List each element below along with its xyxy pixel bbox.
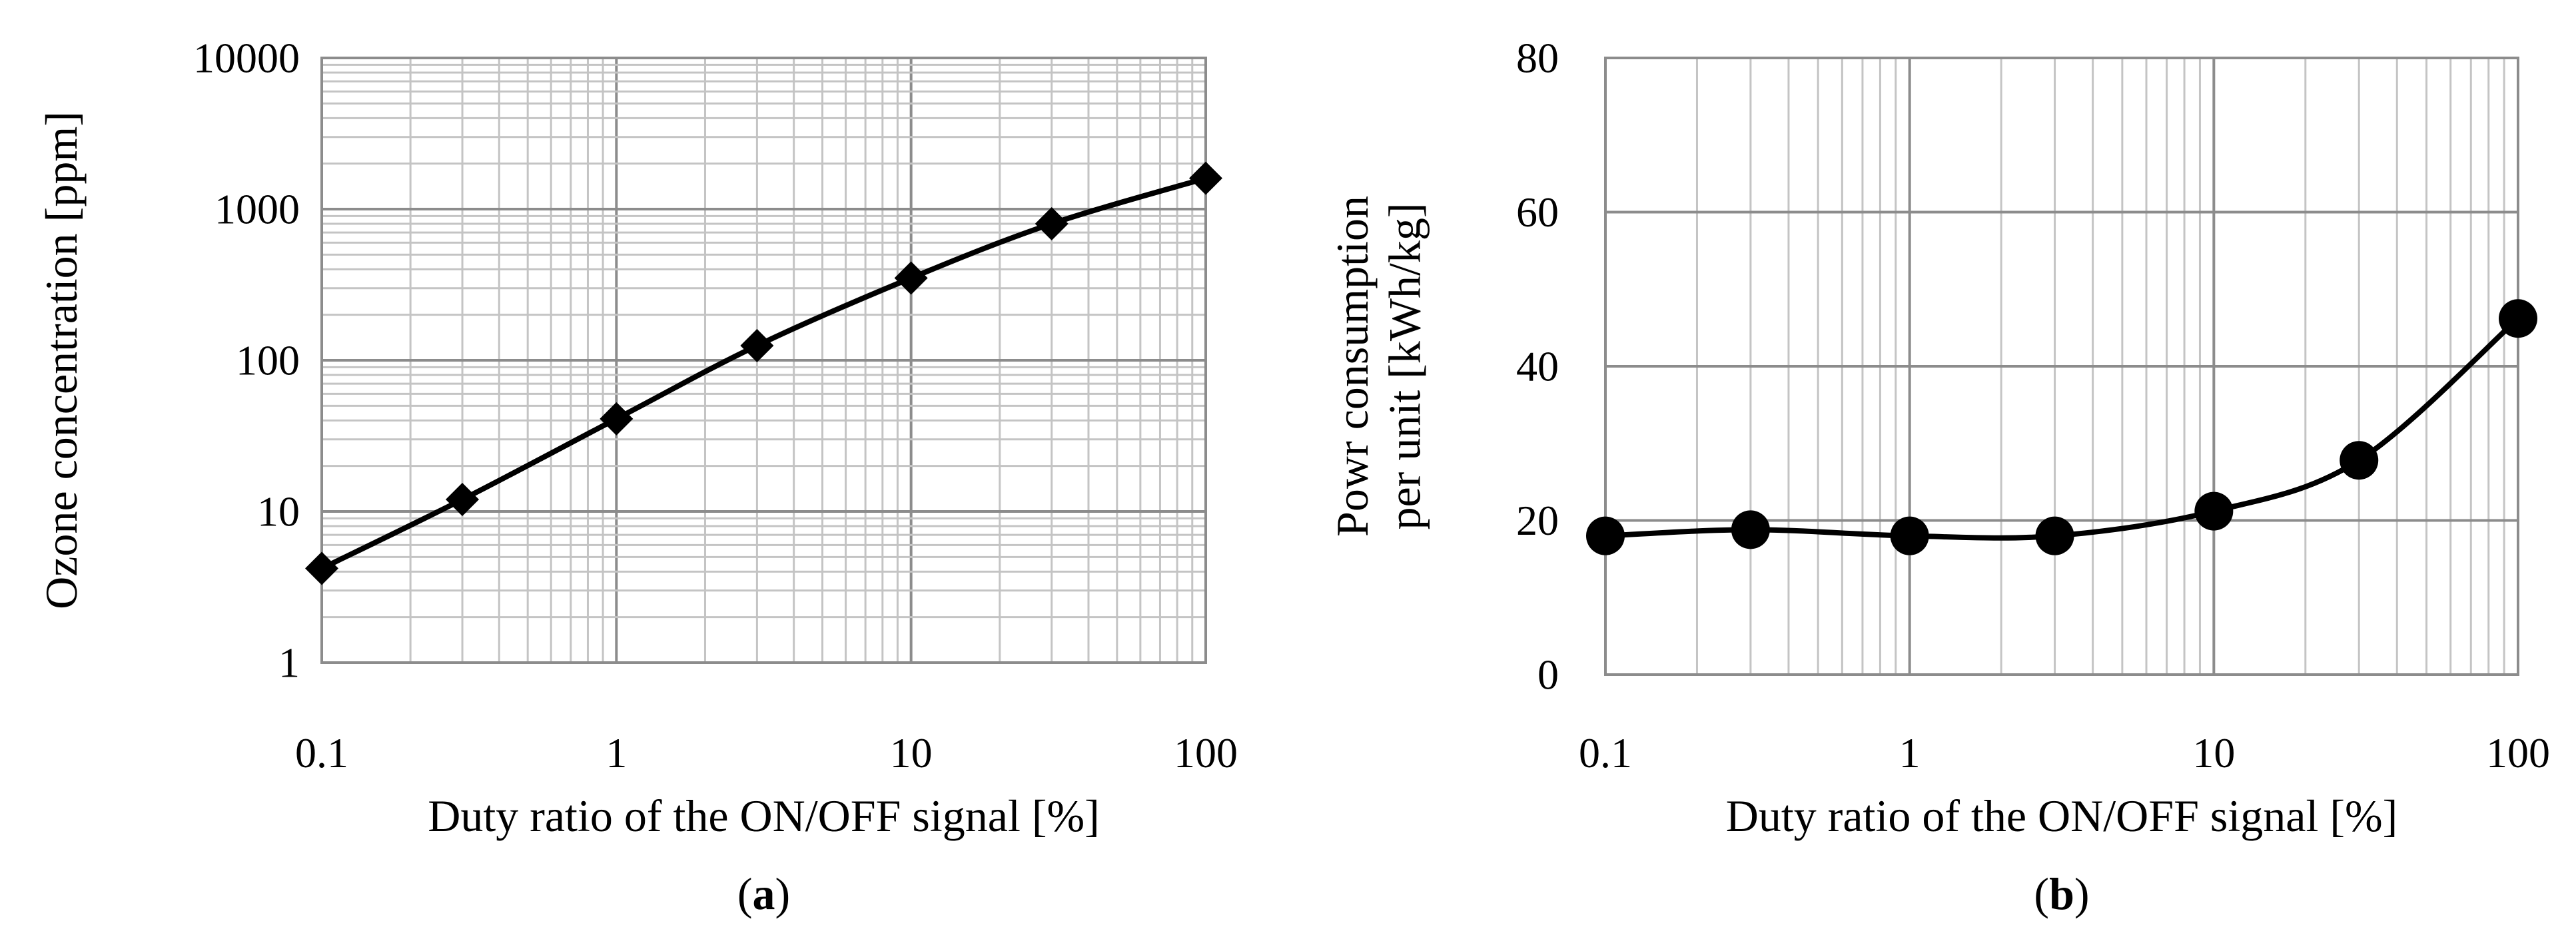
y-axis-title: Ozone concentration [ppm]: [36, 111, 87, 609]
data-point-diamond: [894, 261, 928, 295]
grid: [1604, 57, 2519, 676]
data-point-diamond: [305, 551, 338, 585]
x-tick-label: 10: [2192, 729, 2235, 777]
x-tick-label: 0.1: [295, 729, 348, 777]
panel-caption-close: ): [2074, 868, 2090, 919]
data-point-diamond: [600, 402, 634, 436]
panel-caption-open: (: [737, 868, 753, 919]
x-tick-label: 10: [890, 729, 933, 777]
panel-caption-open: (: [2034, 868, 2049, 919]
data-point-circle: [2340, 441, 2379, 480]
data-point-circle: [1586, 516, 1625, 555]
panel-caption: (b): [2034, 868, 2089, 919]
y-tick-label: 40: [1516, 343, 1559, 390]
data-point-diamond: [1035, 206, 1069, 240]
x-axis-title: Duty ratio of the ON/OFF signal [%]: [1726, 790, 2398, 841]
data-point-circle: [1731, 510, 1770, 549]
plot-frame: [320, 57, 1207, 664]
panel-caption-letter: b: [2049, 868, 2074, 919]
panel-caption-letter: a: [753, 868, 775, 919]
y-tick-label: 60: [1516, 188, 1559, 236]
data-point-circle: [1890, 516, 1929, 555]
y-axis-title-line: Powr consumption: [1327, 196, 1378, 537]
data-point-diamond: [1189, 161, 1222, 195]
y-tick-label: 0: [1537, 651, 1559, 699]
data-point-circle: [2499, 299, 2537, 338]
y-tick-label: 10000: [193, 35, 300, 82]
y-tick-label: 1000: [215, 186, 300, 233]
y-tick-label: 20: [1516, 497, 1559, 544]
x-tick-label: 0.1: [1579, 729, 1632, 777]
y-tick-label: 80: [1516, 35, 1559, 82]
panel-a-ozone-chart: 1 10 100 1000 10000 0.1 1 10 100 Duty ratio of th…: [36, 35, 1238, 920]
data-point-circle: [2194, 491, 2234, 531]
y-tick-label: 1: [278, 639, 300, 687]
x-tick-label: 100: [1174, 729, 1238, 777]
x-tick-label: 1: [1899, 729, 1921, 777]
y-tick-label: 10: [257, 488, 300, 535]
data-point-diamond: [740, 329, 774, 363]
panel-caption: (a): [737, 868, 790, 919]
plot-frame: [1604, 57, 2519, 676]
panel-caption-close: ): [775, 868, 791, 919]
data-point-diamond: [446, 483, 480, 517]
y-axis-title: Powr consumptionper unit [kWh/kg]: [1327, 196, 1430, 537]
series-line: [319, 175, 1208, 571]
x-axis-title: Duty ratio of the ON/OFF signal [%]: [428, 790, 1100, 841]
x-tick-label: 100: [2486, 729, 2550, 777]
panel-b-power-chart: 0 20 40 60 80 0.1 1 10 100 Duty ratio of the ON/O…: [1327, 35, 2550, 920]
series-line: [1603, 316, 2521, 541]
y-tick-label: 100: [236, 337, 300, 384]
grid: [320, 57, 1207, 664]
data-point-circle: [2035, 516, 2074, 555]
y-axis-title-line: per unit [kWh/kg]: [1379, 203, 1430, 530]
x-tick-label: 1: [606, 729, 627, 777]
